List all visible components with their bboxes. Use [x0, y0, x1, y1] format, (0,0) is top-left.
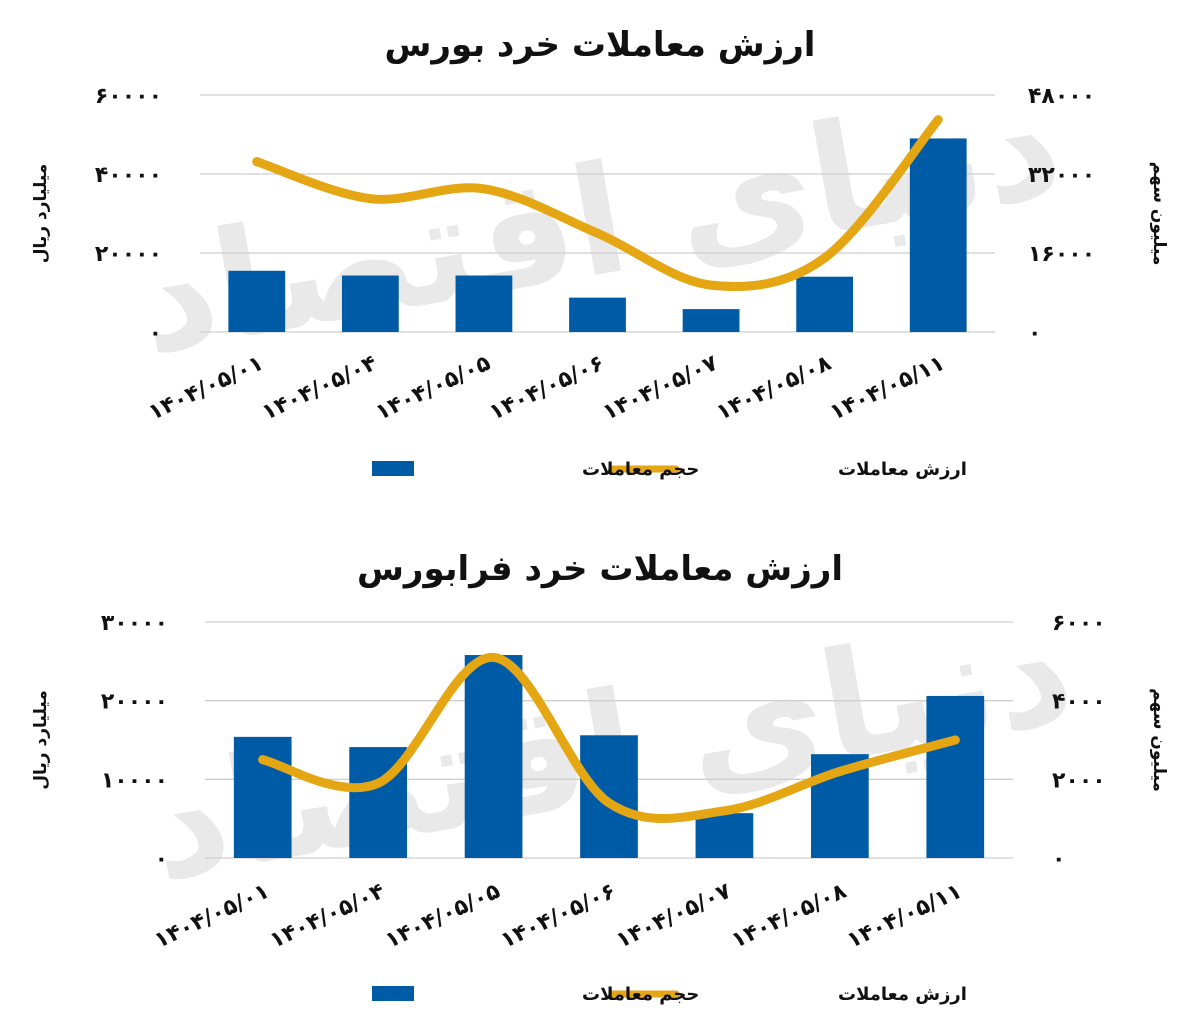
y-tick-right: ۳۲۰۰۰: [1028, 163, 1095, 188]
y-tick-left: ۶۰۰۰۰: [95, 84, 162, 109]
line-point-5: [719, 806, 729, 816]
y-tick-left: ۲۰۰۰۰: [101, 690, 168, 715]
bar-5: [695, 813, 754, 858]
legend-bar-swatch: [372, 461, 414, 476]
line-point-6: [820, 253, 830, 263]
x-tick-label: ۱۴۰۴/۰۵/۰۷: [612, 879, 735, 954]
y-tick-right: ۰: [1052, 847, 1065, 872]
bar-2: [341, 275, 399, 332]
legend-bar-swatch: [372, 986, 414, 1001]
legend: ارزش معاملات حجم معاملات: [372, 459, 967, 480]
legend: ارزش معاملات حجم معاملات: [372, 984, 967, 1005]
y-tick-right: ۴۸۰۰۰: [1028, 84, 1095, 109]
bar-7: [909, 138, 967, 332]
legend-label-value: ارزش معاملات: [838, 984, 967, 1005]
bar-5: [682, 309, 740, 332]
bar-4: [580, 735, 638, 858]
x-tick-label: ۱۴۰۴/۰۵/۰۵: [372, 351, 494, 426]
y-tick-right: ۴۰۰۰: [1052, 690, 1106, 715]
y-tick-left: ۰: [149, 321, 162, 346]
legend-label-volume: حجم معاملات: [582, 459, 699, 480]
line-point-3: [489, 652, 499, 662]
x-tick-label: ۱۴۰۴/۰۵/۰۶: [486, 351, 608, 426]
y-tick-left: ۴۰۰۰۰: [95, 163, 162, 188]
y-tick-left: ۲۰۰۰۰: [95, 242, 162, 267]
x-tick-label: ۱۴۰۴/۰۵/۰۷: [599, 351, 722, 426]
chart-title: ارزش معاملات خرد بورس: [385, 25, 816, 65]
line-point-7: [933, 115, 943, 125]
bar-6: [796, 276, 854, 332]
x-tick-label: ۱۴۰۴/۰۵/۰۸: [728, 879, 851, 954]
y-tick-left: ۰: [155, 847, 168, 872]
chart-title: ارزش معاملات خرد فرابورس: [357, 549, 843, 589]
legend-label-volume: حجم معاملات: [582, 984, 699, 1005]
x-tick-label: ۱۴۰۴/۰۵/۰۵: [382, 879, 504, 954]
x-tick-label: ۱۴۰۴/۰۵/۰۶: [497, 879, 619, 954]
line-point-4: [604, 798, 614, 808]
x-tick-label: ۱۴۰۴/۰۵/۱۱: [843, 879, 965, 954]
bar-1: [228, 270, 286, 332]
y-axis-label-right: میلیون سهم: [1149, 688, 1169, 792]
legend-label-value: ارزش معاملات: [838, 459, 967, 480]
line-point-3: [479, 184, 489, 194]
y-axis-label-left: میلیارد ریال: [31, 164, 51, 263]
y-tick-right: ۲۰۰۰: [1052, 768, 1106, 793]
bar-3: [455, 275, 513, 332]
line-point-6: [835, 766, 845, 776]
y-axis-label-left: میلیارد ریال: [31, 690, 51, 789]
y-tick-right: ۰: [1028, 321, 1041, 346]
line-point-5: [706, 280, 716, 290]
line-point-1: [252, 157, 262, 167]
line-point-2: [365, 194, 375, 204]
line-point-7: [950, 735, 960, 745]
y-axis-label-right: میلیون سهم: [1149, 162, 1169, 266]
y-tick-right: ۶۰۰۰: [1052, 611, 1106, 636]
y-tick-right: ۱۶۰۰۰: [1028, 242, 1095, 267]
bar-7: [926, 695, 985, 858]
line-point-4: [593, 228, 602, 238]
bar-3: [464, 655, 523, 858]
x-tick-label: ۱۴۰۴/۰۵/۰۸: [713, 351, 836, 426]
bar-4: [569, 297, 626, 332]
line-point-2: [373, 778, 383, 788]
y-tick-left: ۳۰۰۰۰: [101, 611, 168, 636]
bar-1: [233, 736, 292, 858]
line-point-1: [258, 755, 268, 765]
x-tick-label: ۱۴۰۴/۰۵/۱۱: [826, 351, 948, 426]
y-tick-left: ۱۰۰۰۰: [101, 768, 168, 793]
